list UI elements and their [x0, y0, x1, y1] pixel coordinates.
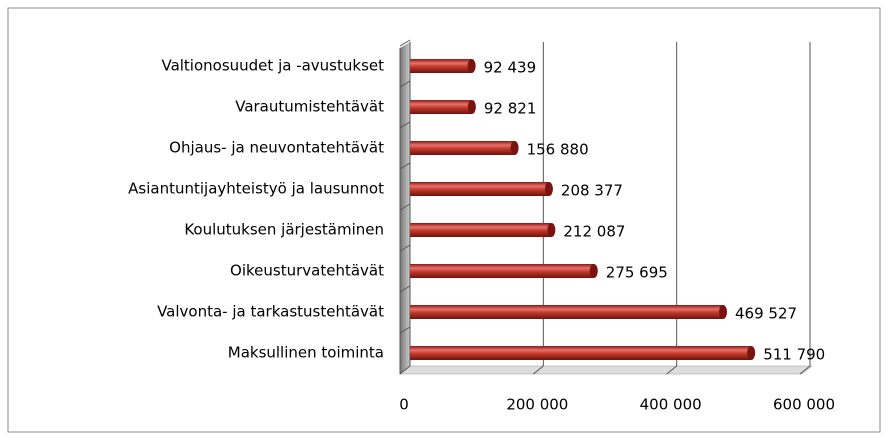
- y-tick-label: Asiantuntijayhteistyö ja lausunnot: [128, 180, 384, 198]
- x-tick-label: 600 000: [773, 396, 835, 414]
- y-tick-label: Ohjaus- ja neuvontatehtävät: [169, 139, 384, 157]
- tick-mark: [399, 203, 411, 211]
- value-label: 208 377: [561, 182, 623, 200]
- value-label: 212 087: [563, 223, 625, 241]
- value-label: 92 821: [484, 100, 537, 118]
- tick-mark: [399, 285, 411, 293]
- tick-mark: [399, 326, 411, 334]
- value-label: 156 880: [527, 141, 589, 159]
- bar-cap: [467, 59, 476, 73]
- tick-mark: [666, 365, 677, 375]
- value-label: 469 527: [735, 305, 797, 323]
- bar-cap: [510, 141, 519, 155]
- bar: [410, 305, 724, 319]
- tick-mark: [399, 244, 411, 252]
- tick-mark: [399, 121, 411, 129]
- y-tick-label: Oikeusturvatehtävät: [230, 262, 384, 280]
- y-tick-label: Varautumistehtävät: [235, 98, 384, 116]
- tick-mark: [399, 162, 411, 170]
- tick-mark: [399, 365, 411, 375]
- y-tick-label: Maksullinen toiminta: [228, 344, 384, 362]
- tick-mark: [399, 39, 411, 47]
- tick-mark: [799, 365, 811, 375]
- chart-border: [7, 7, 881, 433]
- value-label: 275 695: [606, 264, 668, 282]
- bar: [410, 100, 472, 114]
- bar-cap: [589, 264, 598, 278]
- bar-cap: [747, 346, 756, 360]
- bar: [410, 141, 515, 155]
- bar-cap: [719, 305, 728, 319]
- floor: [399, 365, 813, 375]
- y-tick-label: Koulutuksen järjestäminen: [184, 221, 384, 239]
- value-label: 92 439: [484, 59, 536, 77]
- bar: [410, 59, 472, 73]
- x-tick-label: 400 000: [640, 396, 702, 414]
- value-label: 511 790: [763, 346, 825, 364]
- bar: [410, 182, 549, 196]
- side-wall: [400, 42, 410, 374]
- x-tick-label: 0: [399, 396, 409, 414]
- x-tick-label: 200 000: [506, 396, 568, 414]
- bar-cap: [544, 182, 553, 196]
- tick-mark: [533, 365, 544, 375]
- bar: [410, 223, 552, 237]
- y-tick-label: Valtionosuudet ja -avustukset: [161, 57, 384, 75]
- bar-cap: [547, 223, 556, 237]
- y-tick-label: Valvonta- ja tarkastustehtävät: [157, 303, 384, 321]
- bar-cap: [467, 100, 476, 114]
- tick-mark: [399, 80, 411, 88]
- bar: [410, 346, 752, 360]
- bar: [410, 264, 594, 278]
